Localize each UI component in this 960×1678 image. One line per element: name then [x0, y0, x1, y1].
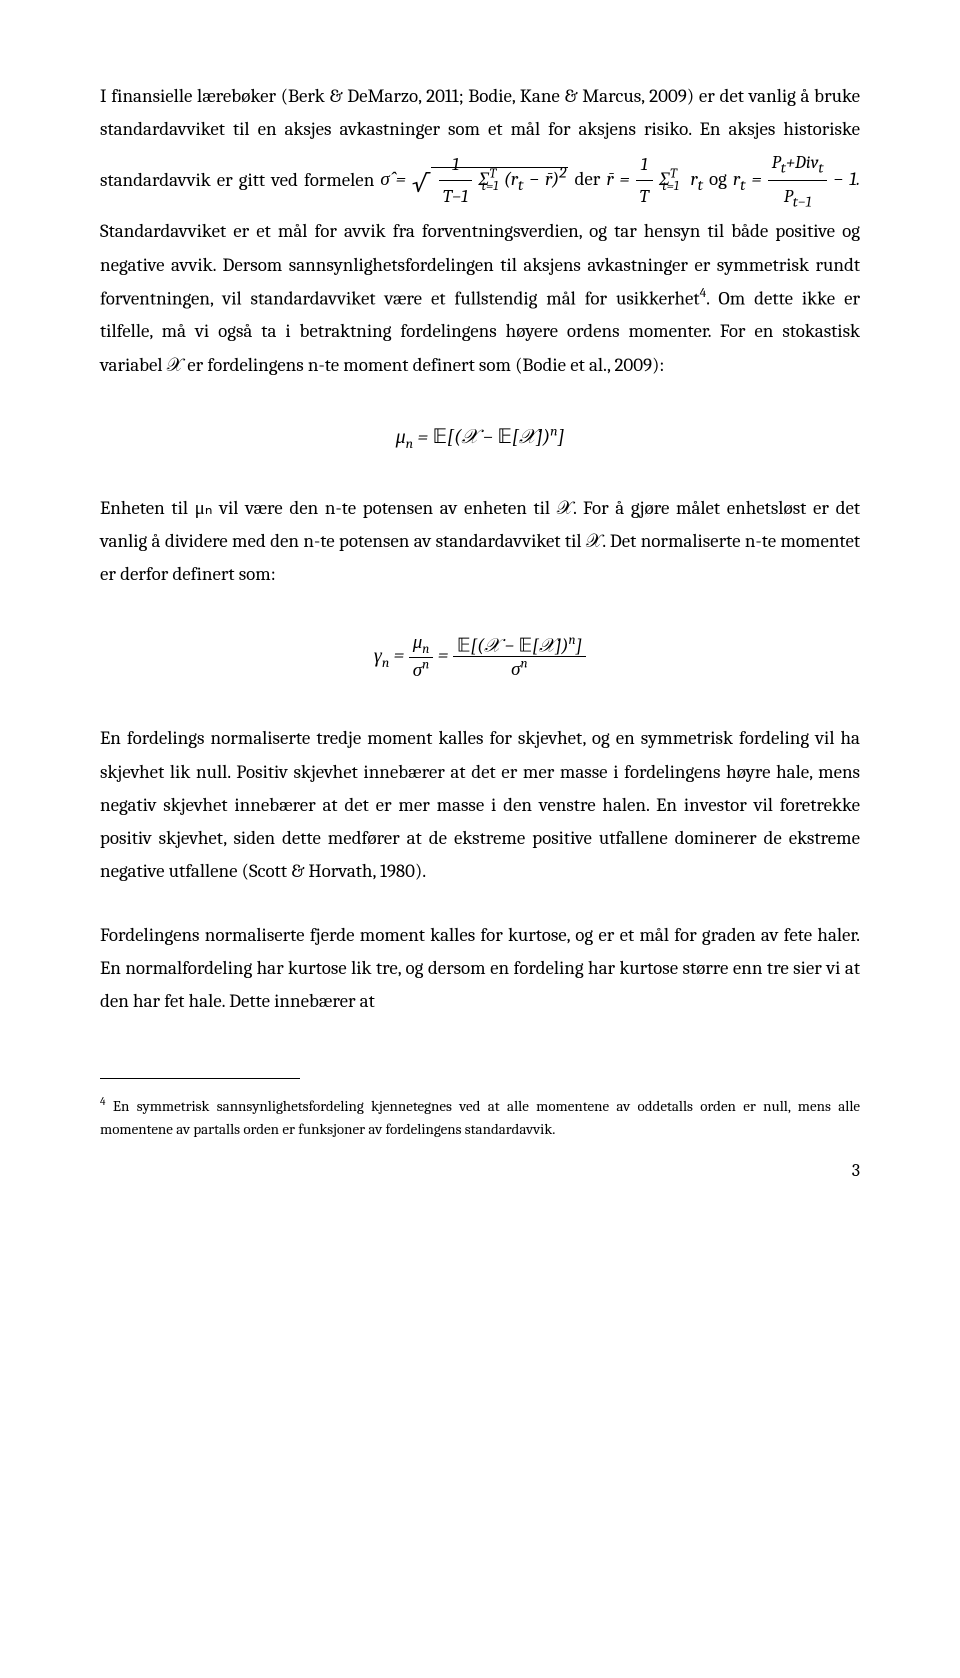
paragraph-3: En fordelings normaliserte tredje moment… [100, 722, 860, 888]
frac-expectation-sigma: 𝔼[(𝒳 − 𝔼[𝒳])n] σn [453, 633, 586, 682]
formula1-content: μn = 𝔼[(𝒳 − 𝔼[𝒳])n] [396, 425, 565, 448]
formula-normalized-moment: γn = μn σn = 𝔼[(𝒳 − 𝔼[𝒳])n] σn [100, 631, 860, 682]
paragraph-2: Enheten til μₙ vil være den n-te potense… [100, 492, 860, 592]
footnote-separator [100, 1078, 300, 1079]
paragraph-1: I finansielle lærebøker (Berk & DeMarzo,… [100, 80, 860, 382]
frac-mu-sigma: μn σn [409, 631, 434, 682]
footnote-4: 4 En symmetrisk sannsynlighetsfordeling … [100, 1094, 860, 1140]
formula-nth-moment: μn = 𝔼[(𝒳 − 𝔼[𝒳])n] [100, 422, 860, 452]
inline-formula-sigma: σ̂ = √ 1T−1 ΣTt=1(rt − r̄)2 der r̄ = 1T … [380, 168, 860, 190]
paragraph-4: Fordelingens normaliserte fjerde moment … [100, 919, 860, 1019]
page-container: I finansielle lærebøker (Berk & DeMarzo,… [0, 0, 960, 1221]
page-number: 3 [100, 1160, 860, 1181]
footnote-text: En symmetrisk sannsynlighetsfordeling kj… [100, 1097, 860, 1138]
